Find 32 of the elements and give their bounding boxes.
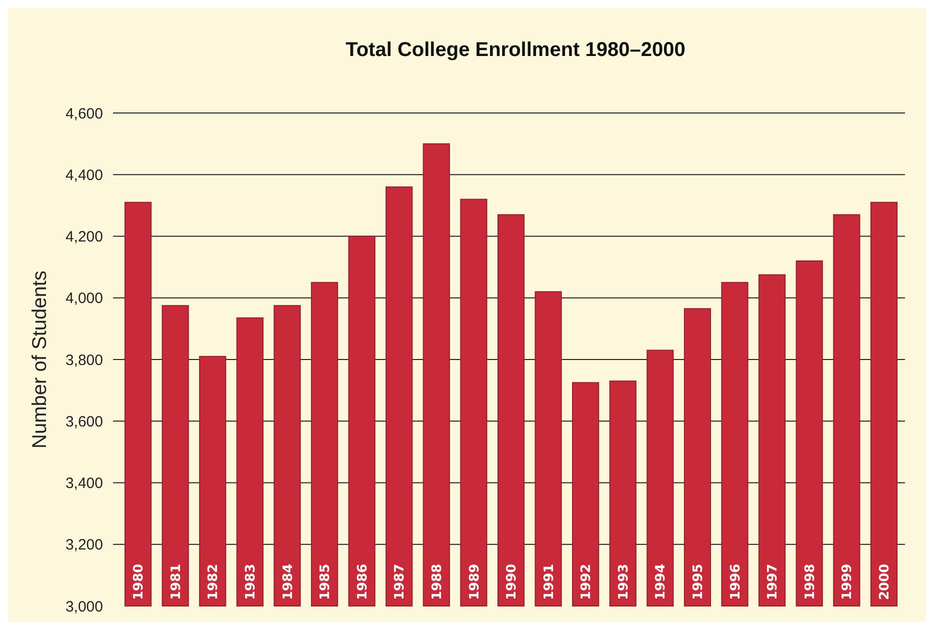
x-tick-label: 1999: [840, 564, 856, 600]
x-tick-label: 1994: [654, 564, 669, 600]
x-tick-label: 1987: [392, 564, 408, 600]
x-tick-label: 1991: [542, 564, 557, 600]
x-tick-label: 1996: [728, 564, 744, 600]
y-tick-label: 3,400: [65, 475, 103, 492]
x-tick-label: 2000: [877, 564, 892, 600]
chart-title: Total College Enrollment 1980–2000: [346, 39, 686, 61]
x-tick-label: 1981: [168, 564, 184, 600]
y-tick-label: 3,000: [65, 598, 103, 616]
x-tick-label: 1982: [206, 564, 222, 600]
y-axis-title: Number of Students: [29, 270, 51, 448]
x-tick-label: 1997: [766, 564, 781, 600]
y-tick-label: 4,200: [65, 228, 103, 246]
x-tick-label: 1995: [691, 564, 706, 600]
x-tick-label: 1986: [355, 564, 370, 600]
x-tick-label: 1990: [504, 564, 520, 600]
y-tick-label: 4,600: [65, 105, 103, 122]
x-tick-label: 1980: [132, 564, 147, 600]
x-tick-label: 1988: [430, 564, 445, 600]
x-tick-label: 1984: [280, 564, 296, 600]
y-tick-label: 4,000: [65, 290, 103, 308]
x-tick-label: 1989: [467, 564, 482, 600]
y-tick-label: 4,400: [65, 166, 103, 184]
x-tick-label: 1992: [579, 564, 594, 600]
x-tick-label: 1983: [243, 564, 258, 600]
x-tick-label: 1985: [318, 564, 334, 600]
x-tick-label: 1993: [616, 564, 632, 600]
y-tick-label: 3,800: [65, 352, 103, 369]
y-tick-label: 3,200: [65, 536, 103, 554]
x-tick-label: 1998: [802, 564, 818, 600]
y-tick-label: 3,600: [65, 413, 103, 430]
